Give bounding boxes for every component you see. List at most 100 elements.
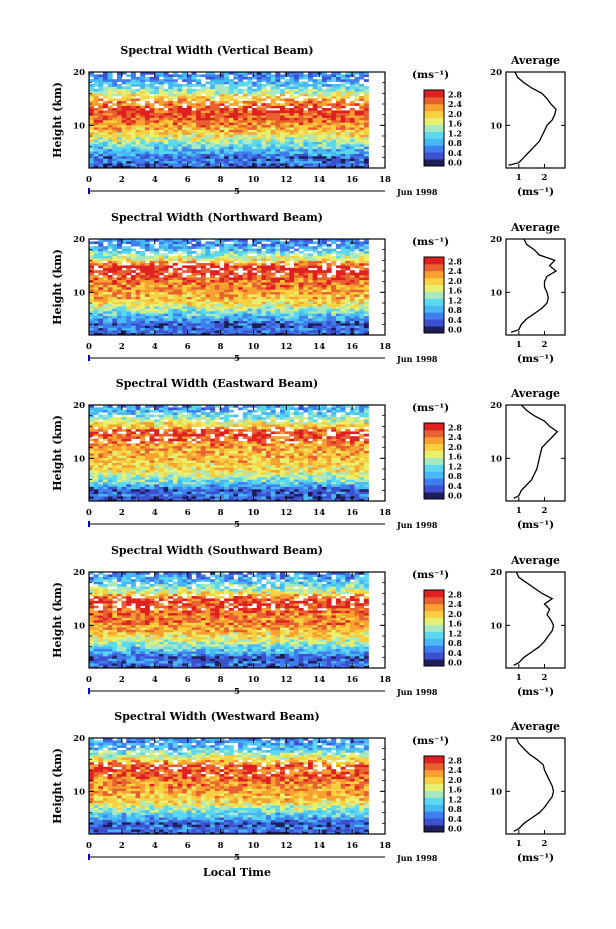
heatmap-cell <box>224 243 230 247</box>
heatmap-cell <box>200 112 206 116</box>
heatmap-cell <box>303 308 309 312</box>
heatmap-cell <box>294 91 299 94</box>
heatmap-cell <box>242 115 248 118</box>
heatmap-cell <box>247 282 253 285</box>
heatmap-cell <box>363 122 369 126</box>
heatmap-cell <box>284 108 290 111</box>
heatmap-cell <box>200 248 206 252</box>
heatmap-cell <box>298 84 304 87</box>
heatmap-cell <box>340 255 346 259</box>
heatmap-cell <box>284 84 290 87</box>
heatmap-cell <box>102 303 108 307</box>
heatmap-cell <box>312 144 318 147</box>
heatmap-cell <box>186 275 192 278</box>
heatmap-cell <box>256 296 262 300</box>
heatmap-cell <box>261 255 267 259</box>
heatmap-cell <box>102 318 108 321</box>
heatmap-cell <box>154 72 160 75</box>
heatmap-cell <box>219 313 225 317</box>
heatmap-cell <box>102 91 108 94</box>
heatmap-cell <box>112 129 118 133</box>
heatmap-cell <box>331 325 337 329</box>
heatmap-cell <box>363 327 369 331</box>
heatmap-cell <box>247 103 253 106</box>
heatmap-cell <box>149 117 155 121</box>
heatmap-cell <box>149 277 155 281</box>
heatmap-cell <box>219 267 225 271</box>
heatmap-cell <box>214 332 220 336</box>
heatmap-cell <box>289 255 295 259</box>
heatmap-cell <box>238 239 244 242</box>
heatmap-cell <box>354 93 360 97</box>
heatmap-cell <box>284 311 290 314</box>
heatmap-cell <box>359 301 365 305</box>
heatmap-cell <box>266 93 272 97</box>
heatmap-cell <box>135 265 141 269</box>
heatmap-cell <box>294 270 299 273</box>
heatmap-cell <box>345 496 351 499</box>
heatmap-cell <box>158 74 164 78</box>
heatmap-cell <box>98 120 104 123</box>
heatmap-cell <box>89 311 94 314</box>
heatmap-cell <box>284 325 290 329</box>
heatmap-cell <box>294 129 299 133</box>
heatmap-cell <box>280 299 285 302</box>
heatmap-cell <box>354 296 360 300</box>
heatmap-cell <box>298 76 304 80</box>
heatmap-cell <box>144 124 150 128</box>
heatmap-cell <box>172 163 178 166</box>
heatmap-cell <box>112 253 118 257</box>
heatmap-cell <box>121 303 127 307</box>
heatmap-cell <box>102 144 108 147</box>
heatmap-cell <box>98 86 104 90</box>
heatmap-cell <box>261 134 267 138</box>
heatmap-cell <box>214 327 220 331</box>
heatmap-cell <box>205 115 211 118</box>
heatmap-cell <box>89 493 94 497</box>
heatmap-cell <box>280 308 285 312</box>
heatmap-cell <box>238 332 244 336</box>
heatmap-cell <box>154 91 160 94</box>
heatmap-cell <box>93 115 99 118</box>
heatmap-cell <box>89 272 94 276</box>
heatmap-cell <box>238 323 244 326</box>
heatmap-cell <box>126 489 132 492</box>
heatmap-cell <box>275 279 281 283</box>
heatmap-cell <box>233 323 239 326</box>
heatmap-cell <box>349 275 355 278</box>
heatmap-cell <box>116 311 122 314</box>
heatmap-cell <box>349 323 355 326</box>
heatmap-cell <box>149 323 155 326</box>
heatmap-cell <box>154 79 160 82</box>
heatmap-cell <box>275 491 281 495</box>
heatmap-cell <box>116 115 122 118</box>
heatmap-cell <box>135 255 141 259</box>
heatmap-cell <box>144 315 150 319</box>
heatmap-cell <box>210 141 216 145</box>
heatmap-cell <box>93 287 99 290</box>
heatmap-cell <box>317 103 323 106</box>
heatmap-cell <box>89 115 94 118</box>
heatmap-cell <box>89 253 94 257</box>
heatmap-cell <box>98 84 104 87</box>
heatmap-cell <box>224 86 230 90</box>
heatmap-cell <box>210 74 216 78</box>
heatmap-cell <box>191 491 197 495</box>
heatmap-cell <box>163 325 169 329</box>
heatmap-cell <box>116 108 122 111</box>
heatmap-cell <box>205 139 211 142</box>
heatmap-cell <box>144 277 150 281</box>
heatmap-cell <box>321 284 327 288</box>
heatmap-cell <box>177 100 183 104</box>
heatmap-cell <box>312 72 318 75</box>
heatmap-cell <box>303 165 309 169</box>
heatmap-cell <box>168 306 174 309</box>
heatmap-cell <box>247 148 253 152</box>
heatmap-cell <box>321 124 327 128</box>
heatmap-cell <box>289 160 295 164</box>
heatmap-cell <box>256 332 262 336</box>
heatmap-cell <box>298 284 304 288</box>
heatmap-cell <box>149 122 155 126</box>
heatmap-cell <box>345 289 351 293</box>
heatmap-cell <box>261 306 267 309</box>
